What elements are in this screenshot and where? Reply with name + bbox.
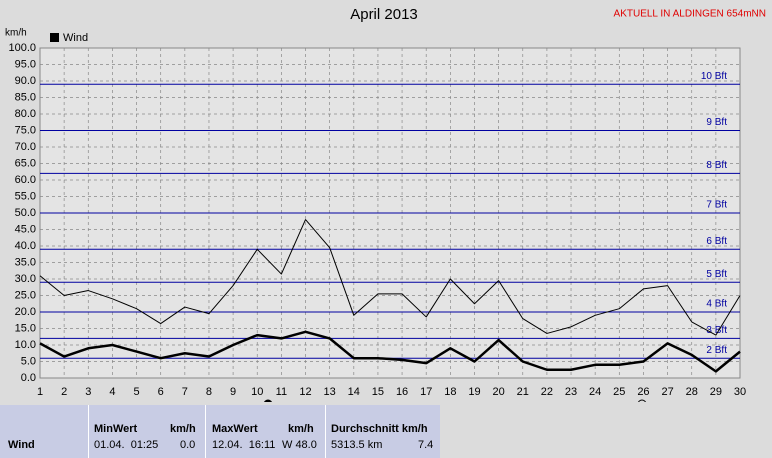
reference-label: 5 Bft bbox=[706, 269, 727, 280]
moon-icon bbox=[263, 399, 273, 402]
y-tick-label: 30.0 bbox=[15, 273, 36, 285]
y-tick-label: 55.0 bbox=[15, 190, 36, 202]
reference-label: 10 Bft bbox=[701, 71, 727, 82]
x-tick-label: 4 bbox=[109, 386, 115, 398]
x-tick-label: 12 bbox=[299, 386, 311, 398]
cell: 01.04. 01:25 bbox=[94, 439, 159, 451]
x-tick-label: 17 bbox=[420, 386, 432, 398]
stats-table: MinWert km/h MaxWert km/h Durchschnitt k… bbox=[0, 405, 440, 458]
chart: April 2013 AKTUELL IN ALDINGEN 654mNN km… bbox=[5, 6, 766, 402]
reference-label: 2 Bft bbox=[706, 345, 727, 356]
cell: 0.0 bbox=[180, 439, 196, 451]
y-tick-label: 85.0 bbox=[15, 91, 36, 103]
cell: 5313.5 km bbox=[331, 439, 383, 451]
x-tick-label: 28 bbox=[686, 386, 698, 398]
series-line bbox=[39, 219, 741, 336]
x-tick-label: 2 bbox=[61, 386, 67, 398]
divider bbox=[325, 405, 326, 458]
x-tick-label: 5 bbox=[133, 386, 139, 398]
x-tick-label: 9 bbox=[230, 386, 236, 398]
y-tick-label: 40.0 bbox=[15, 240, 36, 252]
legend-label: Wind bbox=[63, 32, 88, 44]
y-tick-label: 50.0 bbox=[15, 207, 36, 219]
y-tick-label: 5.0 bbox=[21, 355, 36, 367]
x-tick-label: 8 bbox=[206, 386, 212, 398]
reference-label: 8 Bft bbox=[706, 160, 727, 171]
reference-label: 4 Bft bbox=[706, 299, 727, 310]
divider bbox=[88, 405, 89, 458]
y-tick-label: 65.0 bbox=[15, 157, 36, 169]
y-axis-label: km/h bbox=[5, 28, 27, 39]
row-label: Wind bbox=[8, 439, 35, 451]
x-tick-label: 7 bbox=[182, 386, 188, 398]
x-tick-label: 30 bbox=[734, 386, 746, 398]
moon-icon bbox=[637, 399, 647, 402]
y-tick-label: 0.0 bbox=[21, 372, 36, 384]
chart-subtitle: AKTUELL IN ALDINGEN 654mNN bbox=[614, 9, 766, 20]
reference-label: 9 Bft bbox=[706, 117, 727, 128]
table-header: Durchschnitt km/h bbox=[331, 423, 428, 435]
x-tick-label: 20 bbox=[492, 386, 504, 398]
x-tick-label: 25 bbox=[613, 386, 625, 398]
x-tick-label: 14 bbox=[348, 386, 360, 398]
reference-label: 6 Bft bbox=[706, 236, 727, 247]
y-tick-label: 35.0 bbox=[15, 256, 36, 268]
series-line bbox=[39, 330, 741, 373]
cell: W 48.0 bbox=[282, 439, 317, 451]
y-tick-label: 15.0 bbox=[15, 322, 36, 334]
x-tick-label: 1 bbox=[37, 386, 43, 398]
legend-swatch bbox=[50, 33, 59, 42]
divider bbox=[205, 405, 206, 458]
reference-label: 7 Bft bbox=[706, 200, 727, 211]
x-tick-label: 18 bbox=[444, 386, 456, 398]
x-tick-label: 27 bbox=[661, 386, 673, 398]
y-tick-label: 25.0 bbox=[15, 289, 36, 301]
x-tick-label: 26 bbox=[637, 386, 649, 398]
x-tick-label: 19 bbox=[468, 386, 480, 398]
chart-title: April 2013 bbox=[350, 6, 418, 23]
y-tick-label: 70.0 bbox=[15, 141, 36, 153]
x-tick-label: 15 bbox=[372, 386, 384, 398]
y-tick-label: 90.0 bbox=[15, 75, 36, 87]
y-tick-label: 95.0 bbox=[15, 58, 36, 70]
reference-label: 3 Bft bbox=[706, 325, 727, 336]
x-tick-label: 11 bbox=[276, 386, 287, 398]
table-header: MaxWert bbox=[212, 423, 258, 435]
table-header: km/h bbox=[288, 423, 314, 435]
y-tick-label: 20.0 bbox=[15, 306, 36, 318]
y-tick-label: 60.0 bbox=[15, 174, 36, 186]
x-tick-label: 24 bbox=[589, 386, 601, 398]
y-tick-label: 75.0 bbox=[15, 124, 36, 136]
y-tick-label: 80.0 bbox=[15, 108, 36, 120]
x-tick-label: 3 bbox=[85, 386, 91, 398]
cell: 7.4 bbox=[418, 439, 434, 451]
x-tick-label: 10 bbox=[251, 386, 263, 398]
x-tick-label: 29 bbox=[710, 386, 722, 398]
y-tick-label: 100.0 bbox=[8, 42, 36, 54]
table-header: km/h bbox=[170, 423, 196, 435]
x-tick-label: 22 bbox=[541, 386, 553, 398]
x-tick-label: 13 bbox=[324, 386, 336, 398]
x-tick-label: 6 bbox=[158, 386, 164, 398]
x-tick-label: 23 bbox=[565, 386, 577, 398]
table-header: MinWert bbox=[94, 423, 138, 435]
cell: 12.04. 16:11 bbox=[212, 439, 276, 451]
x-tick-label: 16 bbox=[396, 386, 408, 398]
x-tick-label: 21 bbox=[517, 386, 529, 398]
y-tick-label: 45.0 bbox=[15, 223, 36, 235]
y-tick-label: 10.0 bbox=[15, 339, 36, 351]
